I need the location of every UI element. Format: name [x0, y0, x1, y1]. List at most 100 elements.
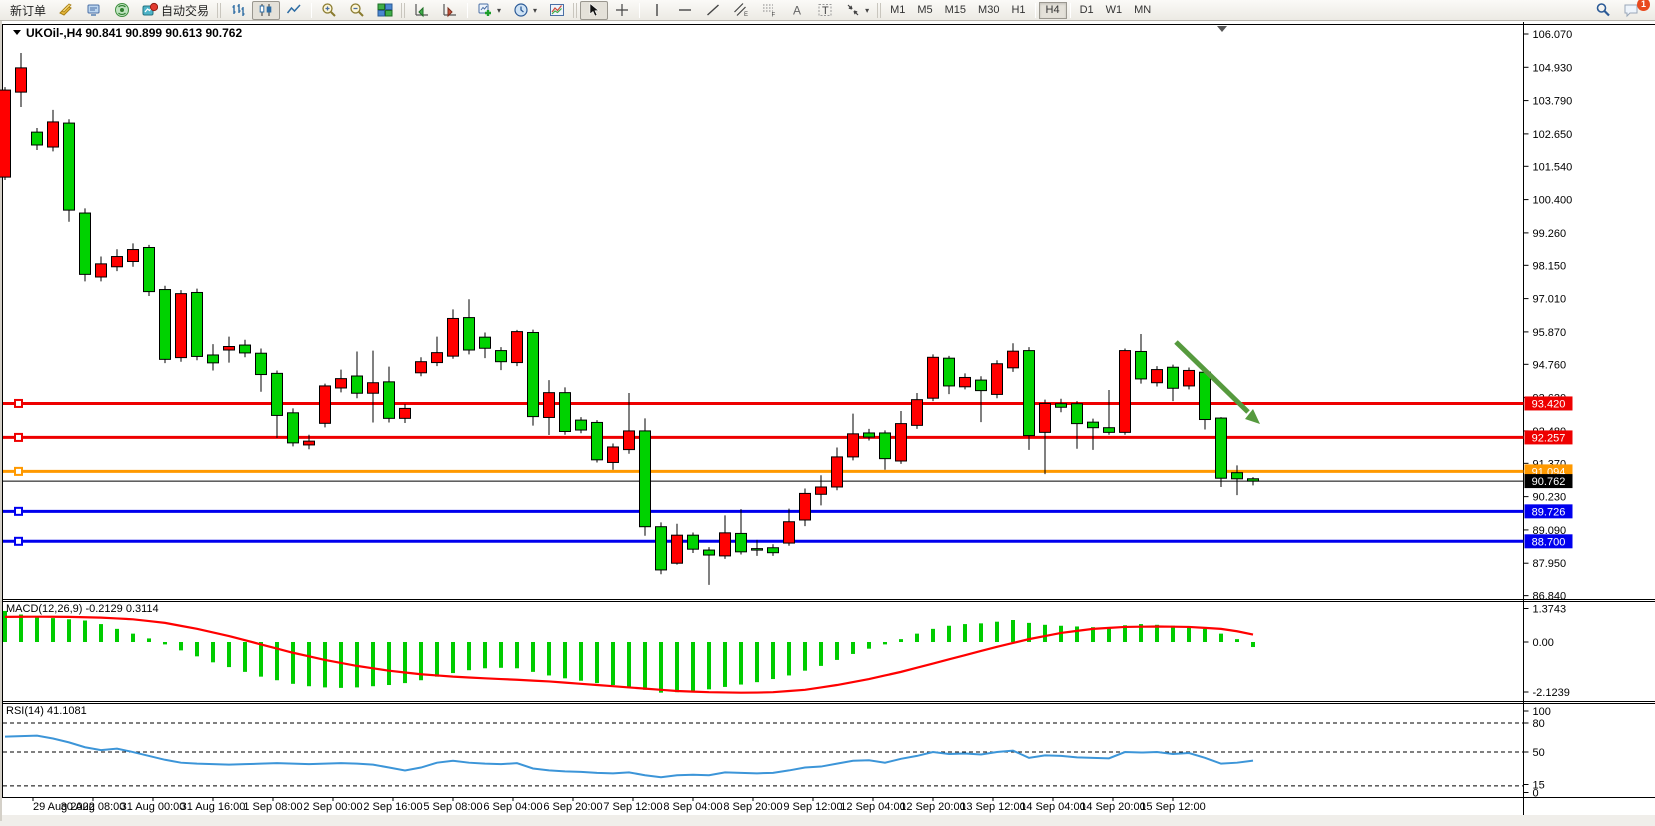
toolbar: 新订单 自动交易 ▾ ▾ — [0, 0, 1655, 21]
candle-body-down — [1023, 350, 1035, 437]
horizontal-line-icon — [679, 9, 692, 11]
timeframe-m1[interactable]: M1 — [890, 4, 906, 16]
candle-body-down — [975, 379, 987, 392]
gold-stack-icon-button[interactable] — [52, 1, 80, 20]
candle-body-up — [783, 521, 795, 544]
auto-scroll-button[interactable] — [436, 1, 464, 20]
candle-body-down — [1199, 371, 1211, 421]
candle-body-down — [735, 532, 747, 553]
hline-handle[interactable] — [14, 398, 23, 408]
chart-shift-button[interactable] — [408, 1, 436, 20]
price-axis-label: 98.150 — [1533, 260, 1567, 272]
price-tag-label: 93.420 — [1532, 398, 1566, 410]
rsi-indicator-label: RSI(14) 41.1081 — [6, 705, 87, 717]
remote-terminal-button[interactable] — [80, 1, 108, 20]
rsi-axis-label: 0 — [1533, 788, 1539, 800]
candle-body-down — [143, 246, 155, 293]
timeframe-m30[interactable]: M30 — [978, 4, 1000, 16]
vertical-line-button[interactable] — [643, 1, 671, 20]
trend-arrow-line[interactable] — [1174, 340, 1250, 414]
equidistant-channel-button[interactable]: E — [727, 1, 755, 20]
candle-body-down — [207, 354, 219, 364]
search-button[interactable] — [1589, 1, 1617, 20]
candle-body-down — [191, 291, 203, 357]
candlestick-chart-type-button[interactable] — [252, 0, 281, 20]
candle-body-down — [495, 350, 507, 363]
auto-scroll-icon — [443, 4, 457, 18]
macd-indicator-label: MACD(12,26,9) -0.2129 0.3114 — [6, 603, 159, 615]
toolbar-separator — [311, 2, 313, 18]
price-tag-88.700 — [1524, 534, 1573, 549]
new-chart-button[interactable]: ▾ — [471, 1, 507, 20]
tile-windows-button[interactable] — [371, 1, 399, 20]
candle-body-down — [943, 357, 955, 387]
hline-handle[interactable] — [14, 506, 23, 516]
candle-body-down — [1135, 350, 1147, 380]
crosshair-button[interactable] — [608, 1, 636, 20]
candle-body-up — [1151, 369, 1163, 384]
trendline-button[interactable] — [699, 1, 727, 20]
candle-body-down — [239, 344, 251, 354]
price-axis-label: 94.760 — [1533, 359, 1567, 371]
timeframe-d1[interactable]: D1 — [1079, 4, 1094, 16]
toolbar-grip — [573, 2, 579, 18]
periods-button[interactable]: ▾ — [507, 1, 543, 20]
hline-handle[interactable] — [14, 466, 23, 476]
price-tag-label: 88.700 — [1532, 536, 1566, 548]
text-label-button[interactable]: T — [811, 1, 839, 20]
zoom-in-button[interactable] — [315, 1, 343, 20]
candle-body-down — [655, 526, 667, 571]
zoom-out-button[interactable] — [343, 1, 371, 20]
time-axis-label: 5 Sep 08:00 — [423, 801, 482, 813]
chart-canvas[interactable]: 106.070 104.930 103.790 102.650 101.540 100.4… — [0, 21, 1655, 821]
symbol-dropdown-icon[interactable] — [13, 30, 21, 35]
candle-body-down — [63, 122, 75, 211]
timeframe-group: M1 M5 M15 M30 H1 H4 D1 W1 MN — [884, 1, 1157, 19]
cursor-button[interactable] — [580, 0, 609, 20]
price-axis-label: 106.070 — [1533, 29, 1573, 41]
signal-button[interactable] — [108, 1, 136, 20]
time-axis-label: 6 Sep 20:00 — [543, 801, 602, 813]
arrows-button[interactable]: ▾ — [839, 1, 875, 20]
candle-body-down — [559, 392, 571, 432]
price-axis-label: 97.010 — [1533, 294, 1567, 306]
fibonacci-button[interactable]: F — [755, 1, 783, 20]
hline-handle[interactable] — [14, 536, 23, 546]
svg-text:T: T — [822, 5, 829, 17]
bar-chart-type-button[interactable] — [224, 1, 252, 20]
equidistant-channel-icon: E — [734, 3, 748, 18]
time-axis-label: 14 Sep 04:00 — [1020, 801, 1085, 813]
candle-body-up — [927, 356, 939, 399]
candle-body-down — [383, 381, 395, 419]
candle-body-down — [255, 352, 267, 376]
fibonacci-icon: F — [763, 4, 776, 19]
hline-handle[interactable] — [14, 432, 23, 442]
price-tag-92.257 — [1524, 430, 1573, 445]
rsi-axis-label: 15 — [1533, 780, 1545, 792]
timeframe-m15[interactable]: M15 — [944, 4, 967, 16]
templates-button[interactable] — [543, 1, 571, 20]
time-axis-label: 31 Aug 00:00 — [121, 801, 186, 813]
chart-window[interactable]: 106.070 104.930 103.790 102.650 101.540 100.4… — [0, 21, 1655, 821]
chat-button[interactable]: 1 — [1617, 0, 1650, 20]
candle-body-down — [1055, 403, 1067, 408]
timeframe-h4[interactable]: H4 — [1038, 1, 1067, 19]
candle-body-up — [895, 423, 907, 462]
candle-body-up — [911, 399, 923, 426]
rsi-line — [4, 734, 1254, 779]
candle-body-up — [543, 392, 555, 418]
timeframe-mn[interactable]: MN — [1134, 4, 1152, 16]
timeframe-h1[interactable]: H1 — [1011, 4, 1026, 16]
timeframe-m5[interactable]: M5 — [917, 4, 933, 16]
price-axis-label: 90.230 — [1533, 492, 1567, 504]
horizontal-line-button[interactable] — [671, 1, 699, 20]
chevron-down-icon: ▾ — [865, 5, 870, 15]
svg-text:F: F — [772, 13, 776, 19]
new-order-button[interactable]: 新订单 — [4, 1, 52, 20]
auto-trading-button[interactable]: 自动交易 — [136, 1, 215, 20]
candle-body-down — [879, 432, 891, 460]
timeframe-w1[interactable]: W1 — [1105, 4, 1123, 16]
line-chart-type-button[interactable] — [280, 1, 308, 20]
candle-body-up — [1039, 402, 1051, 433]
text-button[interactable]: A — [783, 1, 811, 20]
